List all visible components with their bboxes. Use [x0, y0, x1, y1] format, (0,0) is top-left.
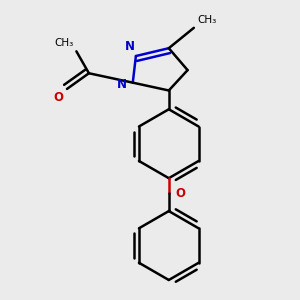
- Text: N: N: [117, 78, 127, 91]
- Text: CH₃: CH₃: [197, 15, 216, 25]
- Text: N: N: [125, 40, 135, 53]
- Text: O: O: [175, 187, 185, 200]
- Text: CH₃: CH₃: [54, 38, 73, 48]
- Text: O: O: [53, 92, 63, 104]
